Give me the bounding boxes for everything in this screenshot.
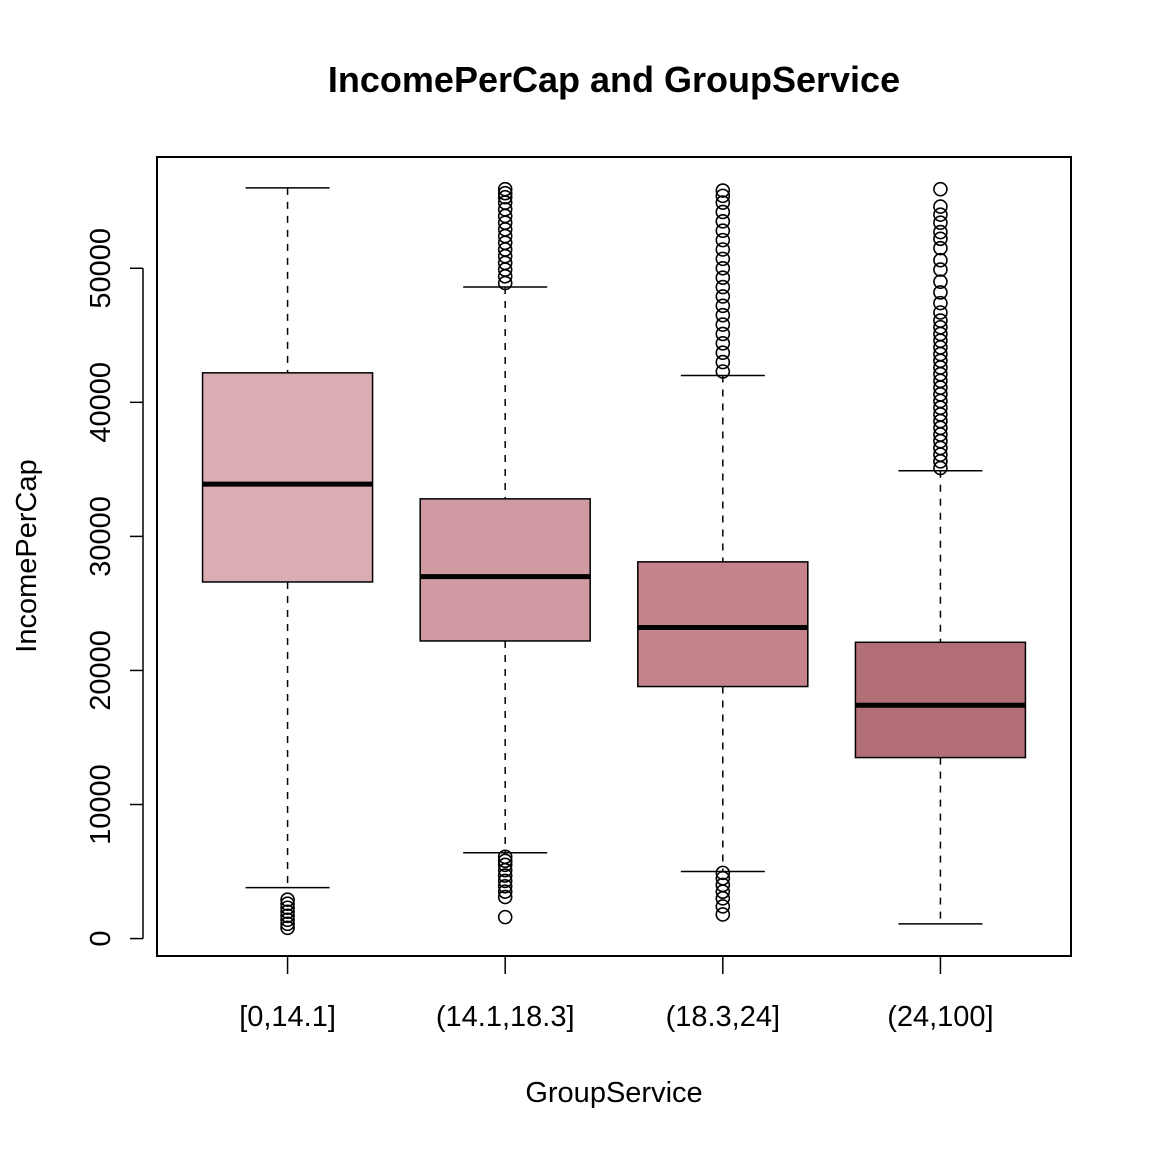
outlier-point [715,326,731,342]
outlier-point [280,896,295,912]
outlier-point [280,904,295,920]
outlier-point [933,285,948,300]
outlier-point [715,279,731,295]
outlier-point [497,185,513,201]
y-tick-label: 0 [85,931,117,947]
outlier-point [715,232,731,248]
box-group [419,181,591,925]
outlier-point [715,877,731,893]
outlier-point [497,909,513,925]
outlier-point [497,189,513,205]
box-group [201,187,374,936]
outlier-point [715,345,731,361]
outlier-point [715,183,731,198]
outlier-point [715,251,731,267]
outlier-point [933,274,948,289]
outlier-point [715,223,731,239]
outlier-point [933,319,948,335]
outlier-point [280,892,295,907]
outlier-point [715,270,731,285]
outlier-point [715,260,731,276]
box-iqr [854,641,1027,759]
outlier-point [715,865,731,881]
outlier-point [933,224,948,240]
y-axis-label: IncomePerCap [11,459,43,652]
chart-title: IncomePerCap and GroupService [328,59,900,100]
outlier-point [497,857,513,873]
outlier-point [497,889,513,905]
outlier-point [280,916,295,932]
outlier-point [280,920,295,936]
outlier-point [497,884,513,899]
outlier-point [933,231,948,247]
outlier-point [933,295,948,311]
y-tick-label: 50000 [85,228,117,309]
outlier-point [280,900,295,916]
outlier-point [715,298,731,314]
x-tick-label: [0,14.1] [239,1001,336,1033]
x-axis: [0,14.1] (14.1,18.3] (18.3,24] (24,100] [239,956,994,1033]
x-tick-label: (18.3,24] [666,1001,780,1033]
y-tick-label: 20000 [85,630,117,711]
outlier-point [933,252,948,268]
y-tick-label: 10000 [85,764,117,845]
outlier-point [715,899,731,914]
outlier-point [497,873,513,889]
outlier-point [933,240,948,256]
outlier-point [280,912,295,928]
outlier-point [715,364,731,379]
outlier-point [933,313,948,328]
y-tick-label: 40000 [85,362,117,443]
box-group [637,183,809,922]
outlier-point [933,305,948,320]
outlier-point [933,207,948,222]
box-iqr [201,372,374,583]
outlier-point [933,262,948,277]
outlier-point [933,215,948,230]
x-axis-label: GroupService [525,1077,702,1109]
outlier-point [715,317,731,332]
outlier-point [715,214,731,229]
box-group [854,181,1027,925]
plot-frame [156,156,1072,957]
outlier-point [715,188,731,204]
outlier-point [715,242,731,257]
boxes [201,181,1027,936]
outlier-point [715,289,731,304]
outlier-point [497,868,513,883]
outlier-point [715,870,731,886]
outlier-point [497,878,513,894]
outlier-point [933,199,948,214]
outlier-point [715,354,731,370]
outlier-point [497,853,513,869]
y-axis: 0 10000 20000 30000 40000 50000 [85,228,144,947]
outlier-point [715,204,731,220]
outlier-point [497,849,513,865]
outlier-point [933,181,948,197]
y-tick-label: 30000 [85,496,117,577]
outlier-point [280,908,295,924]
outlier-point [497,201,513,217]
x-tick-label: (24,100] [887,1001,993,1033]
outlier-point [715,336,731,351]
outlier-point [715,307,731,323]
outlier-point [497,181,513,197]
x-tick-label: (14.1,18.3] [436,1001,575,1033]
outlier-point [715,195,731,210]
box-iqr [637,561,809,688]
box-iqr [419,498,591,642]
outlier-point [715,907,731,922]
